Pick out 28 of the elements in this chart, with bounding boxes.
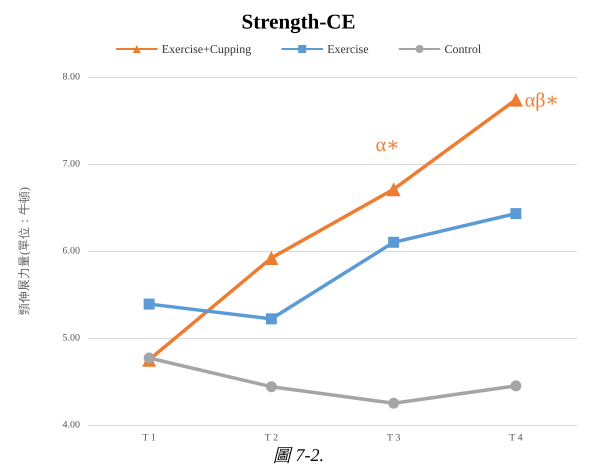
legend-label: Exercise+Cupping bbox=[162, 42, 252, 56]
annotation: αβ∗ bbox=[524, 90, 559, 112]
annotation: α∗ bbox=[376, 134, 400, 156]
x-tick-label: T 3 bbox=[386, 432, 400, 444]
point bbox=[510, 380, 522, 392]
y-tick-label: 8.00 bbox=[62, 72, 80, 82]
point bbox=[144, 352, 155, 364]
point bbox=[266, 313, 277, 324]
chart-title: Strength-CE bbox=[242, 10, 356, 34]
y-tick-label: 6.00 bbox=[62, 246, 80, 256]
y-axis-title: 頸伸展力量(單位：牛頓) bbox=[17, 187, 31, 315]
point bbox=[510, 208, 522, 220]
x-tick-label: T 2 bbox=[264, 432, 278, 444]
point bbox=[386, 182, 401, 196]
y-tick-label: 5.00 bbox=[62, 332, 80, 344]
y-tick-label: 7.00 bbox=[62, 158, 80, 170]
legend-label: Control bbox=[444, 42, 482, 56]
legend-label: Exercise bbox=[327, 42, 369, 56]
caption: 圖 7-2. bbox=[273, 445, 324, 465]
point bbox=[266, 381, 277, 392]
x-tick-label: T 1 bbox=[142, 432, 156, 444]
x-tick-label: T 4 bbox=[509, 432, 523, 444]
point bbox=[264, 250, 278, 265]
y-tick-label: 4.00 bbox=[62, 420, 80, 430]
point bbox=[508, 92, 523, 107]
point bbox=[144, 298, 155, 310]
point bbox=[388, 398, 400, 409]
point bbox=[388, 236, 400, 248]
